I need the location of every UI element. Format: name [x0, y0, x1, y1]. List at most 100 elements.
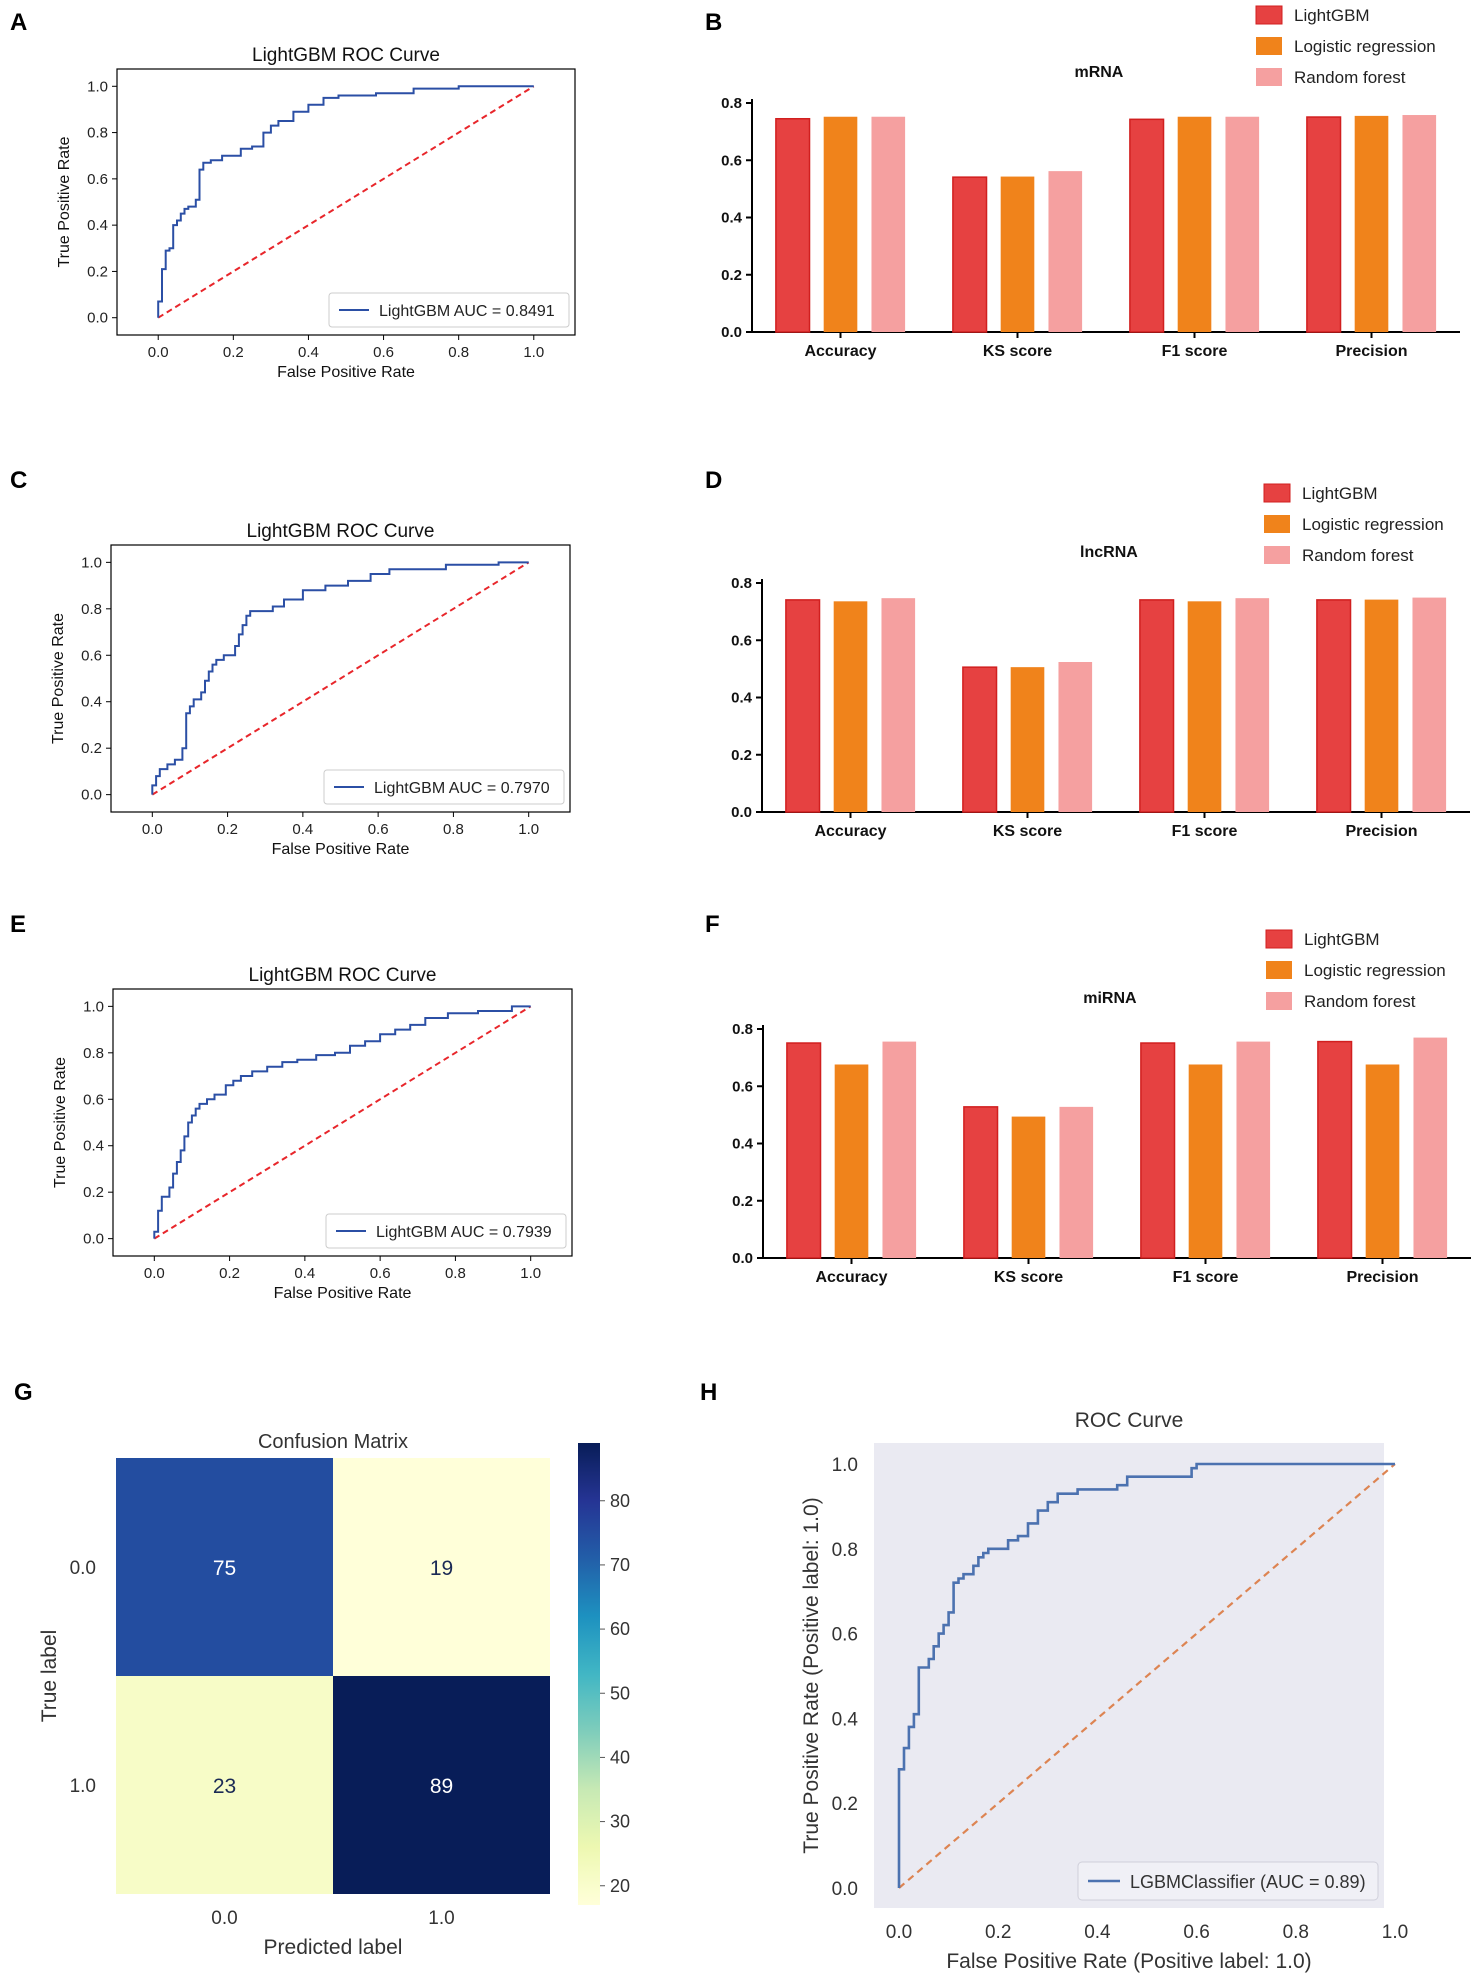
bar-random-forest	[881, 598, 916, 812]
x-tick-label: Accuracy	[815, 1269, 887, 1286]
x-tick-label: F1 score	[1162, 343, 1228, 360]
bar-logistic-regression	[823, 116, 858, 333]
legend-swatch	[1255, 5, 1283, 25]
legend-label: LGBMClassifier (AUC = 0.89)	[1130, 1872, 1366, 1892]
x-tick-label: 0.8	[443, 821, 464, 838]
y-tick-label: 0.0	[81, 787, 102, 804]
legend-label: LightGBM	[1302, 484, 1378, 503]
cell-value: 75	[213, 1557, 236, 1580]
bar-lightgbm	[775, 117, 811, 333]
y-tick-label: 0.6	[731, 632, 752, 649]
bar-logistic-regression	[1011, 1116, 1046, 1258]
chart-title: LightGBM ROC Curve	[249, 965, 437, 986]
bar-lightgbm	[1306, 116, 1342, 333]
y-tick-label: 0.4	[732, 1136, 754, 1153]
y-tick-label: 1.0	[81, 554, 102, 571]
legend-swatch	[1264, 515, 1290, 533]
col-label: 1.0	[428, 1908, 454, 1929]
bar-random-forest	[1059, 1106, 1094, 1258]
legend-label: Logistic regression	[1304, 961, 1446, 980]
legend-label: Logistic regression	[1302, 515, 1444, 534]
panel-f: 0.0 0.2 0.4 0.6 0.8 Accuracy KS score F1 score P…	[732, 929, 1471, 1286]
bar-lightgbm	[952, 176, 988, 333]
x-tick-label: 0.6	[373, 344, 394, 361]
y-tick-label: 0.6	[732, 1078, 753, 1095]
bar-logistic-regression	[1188, 1064, 1223, 1258]
bar-lightgbm	[962, 666, 998, 813]
legend-swatch	[1265, 929, 1293, 949]
y-tick-label: 0.8	[81, 601, 102, 618]
colorbar-tick-label: 70	[610, 1555, 630, 1575]
row-label: 0.0	[70, 1558, 96, 1579]
panel-letter-d: D	[705, 467, 722, 494]
heatmap-cell	[116, 1676, 333, 1894]
legend-label: LightGBM AUC = 0.8491	[379, 303, 555, 320]
x-tick-label: 0.4	[298, 344, 319, 361]
y-tick-label: 0.2	[721, 267, 742, 284]
chart-title: lncRNA	[1080, 544, 1138, 561]
x-tick-label: F1 score	[1172, 823, 1238, 840]
bar-logistic-regression	[1365, 1064, 1400, 1258]
panel-letter-g: G	[14, 1379, 33, 1406]
bar-logistic-regression	[834, 1064, 869, 1258]
legend-label: Random forest	[1294, 68, 1406, 87]
heatmap-cell	[333, 1458, 550, 1676]
y-tick-label: 0.6	[832, 1625, 858, 1646]
y-tick-label: 0.8	[87, 125, 108, 142]
legend-label: LightGBM	[1304, 930, 1380, 949]
x-tick-label: 0.0	[148, 344, 169, 361]
y-axis-label: True Positive Rate	[50, 613, 67, 744]
chart-title: Confusion Matrix	[258, 1431, 408, 1453]
bar-random-forest	[1058, 662, 1093, 812]
y-tick-label: 0.2	[83, 1184, 104, 1201]
legend-swatch	[1263, 483, 1291, 503]
chart-title: mRNA	[1074, 64, 1123, 81]
x-tick-label: 0.0	[886, 1922, 912, 1943]
x-tick-label: 0.0	[142, 821, 163, 838]
bar-logistic-regression	[1187, 601, 1222, 812]
x-tick-label: F1 score	[1173, 1269, 1239, 1286]
bar-random-forest	[1413, 1037, 1448, 1258]
bar-random-forest	[1236, 1041, 1271, 1258]
legend-swatch	[1266, 992, 1292, 1010]
chance-line	[157, 85, 535, 319]
bar-lightgbm	[785, 599, 821, 813]
chance-line	[151, 561, 530, 796]
y-axis-label: True Positive Rate (Positive label: 1.0)	[800, 1497, 823, 1853]
y-axis-label: True Positive Rate	[56, 136, 73, 267]
chart-title: miRNA	[1083, 990, 1137, 1007]
x-tick-label: 0.2	[985, 1922, 1011, 1943]
colorbar-tick-label: 40	[610, 1747, 630, 1767]
y-tick-label: 0.6	[721, 152, 742, 169]
y-tick-label: 0.4	[731, 690, 753, 707]
x-tick-label: 0.8	[445, 1265, 466, 1282]
roc-curve	[153, 1005, 531, 1239]
x-tick-label: 0.6	[368, 821, 389, 838]
panel-h: 0.0 0.2 0.4 0.6 0.8 1.0 0.0 0.2 0.4 0.6 0.8 1.0 ROC …	[800, 1409, 1408, 1973]
y-tick-label: 1.0	[87, 78, 108, 95]
colorbar-tick-label: 60	[610, 1619, 630, 1639]
y-tick-label: 0.4	[721, 210, 743, 227]
plot-frame	[112, 988, 573, 1257]
y-tick-label: 0.8	[83, 1045, 104, 1062]
legend-box	[1077, 1861, 1379, 1901]
legend-label: LightGBM	[1294, 6, 1370, 25]
bar-lightgbm	[1139, 599, 1175, 813]
y-tick-label: 0.2	[832, 1794, 858, 1815]
x-axis-label: False Positive Rate	[274, 1285, 412, 1302]
heatmap-cell	[116, 1458, 333, 1676]
y-tick-label: 0.2	[731, 747, 752, 764]
roc-curve	[897, 1462, 1395, 1888]
x-tick-label: 1.0	[520, 1265, 541, 1282]
bar-lightgbm	[1129, 118, 1165, 333]
heatmap-cell	[333, 1676, 550, 1894]
plot-frame	[116, 68, 576, 336]
legend-label: LightGBM AUC = 0.7970	[374, 780, 550, 797]
bar-logistic-regression	[1010, 667, 1045, 812]
panel-d: 0.0 0.2 0.4 0.6 0.8 Accuracy KS score F1 score P…	[731, 483, 1470, 840]
bar-logistic-regression	[1000, 176, 1035, 332]
x-tick-label: 0.4	[294, 1265, 315, 1282]
bar-random-forest	[882, 1041, 917, 1258]
x-tick-label: 0.8	[448, 344, 469, 361]
